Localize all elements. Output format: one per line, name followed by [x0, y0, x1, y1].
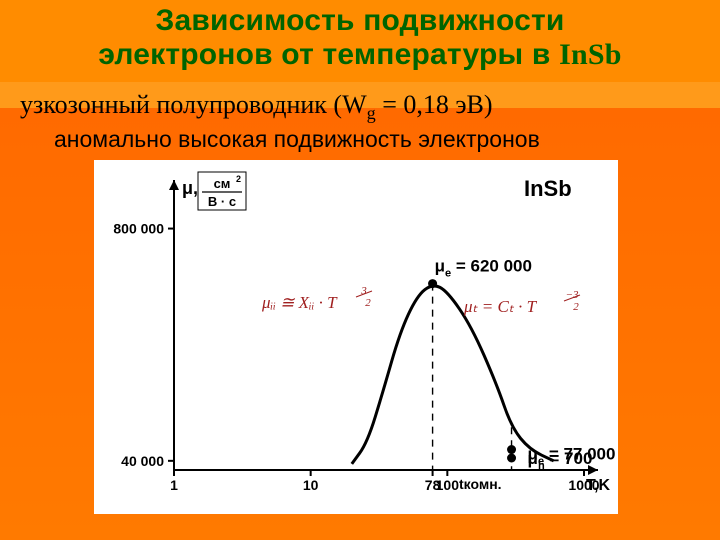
svg-text:40 000: 40 000 [121, 453, 164, 469]
title-material: InSb [559, 38, 622, 71]
svg-text:tкомн.: tкомн. [459, 476, 502, 492]
svg-text:μᵢᵢ ≅ Xᵢᵢ · T: μᵢᵢ ≅ Xᵢᵢ · T [261, 293, 338, 312]
title-line2-prefix: электронов от температуры в [98, 38, 559, 71]
subtitle-wg-base: W [342, 90, 367, 119]
svg-text:InSb: InSb [524, 176, 572, 201]
svg-text:μh = 700: μh = 700 [528, 449, 593, 472]
svg-text:μₜ = Cₜ · T: μₜ = Cₜ · T [463, 297, 538, 316]
svg-text:см: см [214, 176, 231, 191]
svg-text:2: 2 [365, 297, 371, 309]
title-line1: Зависимость подвижности [155, 4, 564, 37]
slide-root: Зависимость подвижности электронов от те… [0, 0, 720, 540]
svg-text:μ,: μ, [182, 178, 198, 198]
svg-text:1: 1 [170, 477, 178, 493]
subtitle-wg-rest: = 0,18 эВ) [376, 90, 493, 119]
slide-title: Зависимость подвижности электронов от те… [0, 4, 720, 71]
svg-text:78: 78 [425, 477, 441, 493]
chart-svg: 11010010007840 000800 000μ,см2В · сT,Ktк… [94, 160, 618, 514]
svg-text:10: 10 [303, 477, 319, 493]
subtitle-wg-sub: g [367, 103, 376, 123]
svg-text:В · с: В · с [208, 194, 236, 209]
chart-panel: 11010010007840 000800 000μ,см2В · сT,Ktк… [94, 160, 618, 514]
subtitle-line1-prefix: узкозонный полупроводник ( [20, 90, 342, 119]
svg-text:2: 2 [236, 174, 241, 184]
slide-subtitle: узкозонный полупроводник (Wg = 0,18 эВ) … [20, 88, 700, 155]
svg-text:μe = 620 000: μe = 620 000 [435, 257, 532, 280]
subtitle-line2: аномально высокая подвижность электронов [20, 125, 700, 154]
svg-text:T,K: T,K [586, 477, 610, 494]
svg-text:2: 2 [573, 301, 579, 313]
svg-text:800 000: 800 000 [113, 221, 164, 237]
